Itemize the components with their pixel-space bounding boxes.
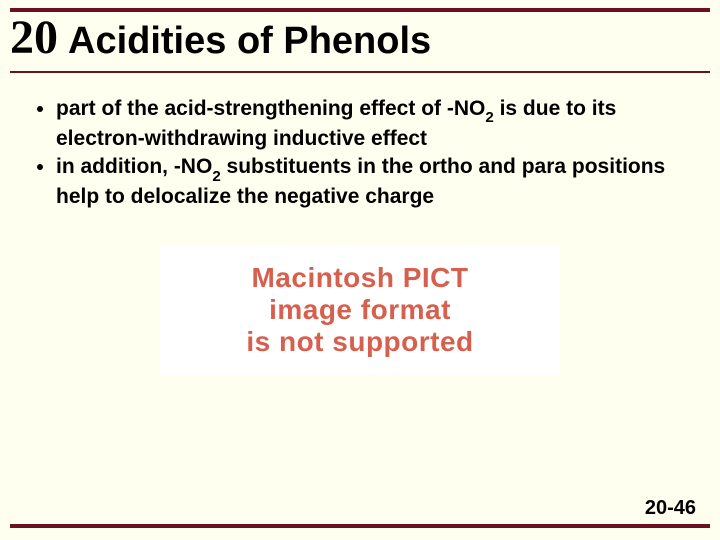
bullet-list: part of the acid-strengthening effect of… [34,96,690,213]
bullet-text-pre: in addition, -NO [56,155,212,178]
pict-line-2: image format [269,294,451,325]
bullet-text-pre: part of the acid-strengthening effect of… [56,97,485,120]
subscript: 2 [485,109,493,126]
pict-placeholder: Macintosh PICT image format is not suppo… [160,245,560,375]
list-item: in addition, -NO2 substituents in the or… [56,154,690,210]
subscript: 2 [212,168,220,185]
list-item: part of the acid-strengthening effect of… [56,96,690,152]
bottom-rule [10,524,710,528]
top-rule [10,8,710,12]
slide-header: 20 Acidities of Phenols [10,14,710,73]
page-number: 20-46 [645,497,696,520]
pict-line-3: is not supported [246,326,473,357]
slide-title: Acidities of Phenols [68,20,431,63]
pict-line-1: Macintosh PICT [251,262,468,293]
chapter-number: 20 [10,14,58,62]
pict-placeholder-text: Macintosh PICT image format is not suppo… [246,262,473,359]
